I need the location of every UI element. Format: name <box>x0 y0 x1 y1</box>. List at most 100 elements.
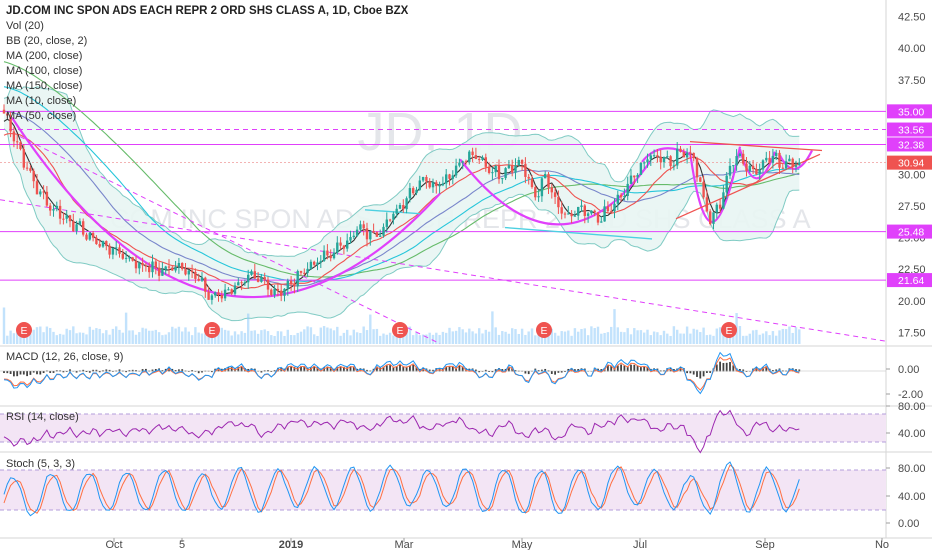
candle-body <box>167 266 171 268</box>
stoch-title[interactable]: Stoch (5, 3, 3) <box>6 458 76 470</box>
candle-body <box>484 157 487 167</box>
earnings-marker-label-3: E <box>540 325 547 337</box>
candle-body <box>583 205 586 216</box>
candle-body <box>124 257 128 259</box>
volume-bar <box>144 328 148 344</box>
volume-bar <box>342 332 346 344</box>
volume-bar <box>157 332 161 344</box>
macd-hist-bar <box>643 366 646 372</box>
candle-body <box>177 262 181 267</box>
volume-bar <box>725 335 728 344</box>
volume-bar <box>313 334 316 344</box>
candle-body <box>798 162 801 166</box>
candle-body <box>794 165 798 167</box>
macd-hist-bar <box>722 363 725 372</box>
candle-body <box>577 206 580 216</box>
macd-hist-bar <box>290 366 292 372</box>
candle-body <box>293 283 296 287</box>
macd-hist-bar <box>636 365 639 372</box>
rsi-title[interactable]: RSI (14, close) <box>6 411 79 423</box>
volume-bar <box>481 333 484 344</box>
volume-bar <box>118 329 121 344</box>
indicator-vol[interactable]: Vol (20) <box>6 20 44 32</box>
macd-hist-bar <box>689 371 692 374</box>
symbol-title[interactable]: JD.COM INC SPON ADS EACH REPR 2 ORD SHS … <box>6 5 409 17</box>
candle-body <box>676 148 679 166</box>
candle-body <box>603 206 606 222</box>
macd-hist-bar <box>745 371 748 372</box>
candle-body <box>204 277 207 292</box>
volume-bar <box>669 335 672 344</box>
macd-hist-bar <box>194 371 197 372</box>
volume-bar <box>619 331 623 344</box>
volume-bar <box>534 335 537 344</box>
pane-tick-4: 80.00 <box>898 463 926 475</box>
macd-hist-bar <box>29 371 32 375</box>
candle-body <box>78 221 82 225</box>
time-label-3: Mar <box>395 539 414 550</box>
macd-hist-bar <box>544 368 547 372</box>
volume-bar <box>39 326 42 344</box>
volume-bar <box>289 335 293 344</box>
volume-bar <box>161 335 164 344</box>
chart-legend: JD.COM INC SPON ADS EACH REPR 2 ORD SHS … <box>6 4 408 124</box>
volume-bar <box>52 331 55 344</box>
bb-lower <box>3 128 800 322</box>
volume-bar <box>586 335 590 344</box>
candle-body <box>563 213 567 215</box>
pane-tick-6: 0.00 <box>898 518 919 530</box>
volume-bar <box>319 327 322 344</box>
volume-bar <box>306 326 309 344</box>
volume-bar <box>758 334 761 344</box>
candle-body <box>339 242 342 246</box>
volume-bar <box>322 326 326 344</box>
volume-bar <box>580 328 583 344</box>
volume-bar <box>128 330 131 344</box>
volume-bar <box>497 334 501 344</box>
candle-body <box>600 221 603 223</box>
indicator-ma50[interactable]: MA (50, close) <box>6 110 77 122</box>
volume-bar <box>45 326 49 344</box>
macd-hist-bar <box>313 366 316 372</box>
indicator-bb[interactable]: BB (20, close, 2) <box>6 35 88 47</box>
macd-hist-bar <box>339 366 342 372</box>
macd-hist-bar <box>343 366 345 372</box>
candle-body <box>342 245 346 249</box>
candle-body <box>639 162 643 175</box>
macd-hist-bar <box>303 366 306 372</box>
candle-body <box>16 141 19 143</box>
candle-body <box>738 153 742 157</box>
candle-body <box>527 176 530 179</box>
volume-bar <box>702 327 705 344</box>
candle-body <box>471 151 474 156</box>
volume-bar <box>666 333 669 344</box>
candle-body <box>332 252 336 259</box>
indicator-ma100[interactable]: MA (100, close) <box>6 65 83 77</box>
candle-body <box>567 213 570 215</box>
macd-hist-bar <box>458 365 461 372</box>
volume-bar <box>633 328 636 344</box>
indicator-ma150[interactable]: MA (150, close) <box>6 80 83 92</box>
downtrend-line <box>0 199 887 342</box>
macd-hist-bar <box>395 366 398 372</box>
macd-hist-bar <box>755 367 758 372</box>
candle-body <box>187 270 190 275</box>
time-label-5: Jul <box>633 539 647 550</box>
candle-body <box>672 165 676 167</box>
volume-bar <box>418 335 421 344</box>
indicator-ma200[interactable]: MA (200, close) <box>6 50 83 62</box>
macd-title[interactable]: MACD (12, 26, close, 9) <box>6 351 124 363</box>
volume-bar <box>590 326 593 344</box>
price-badge-label-4: 25.48 <box>898 227 924 239</box>
volume-bar <box>751 330 755 344</box>
candle-body <box>121 253 124 259</box>
macd-hist-bar <box>260 371 263 373</box>
earnings-marker-0 <box>16 322 32 338</box>
price-badge-label-5: 21.64 <box>898 275 924 287</box>
indicator-ma10[interactable]: MA (10, close) <box>6 95 77 107</box>
macd-hist-bar <box>679 367 682 372</box>
candle-body <box>685 152 689 158</box>
volume-bar <box>474 333 478 344</box>
candle-body <box>695 157 699 178</box>
